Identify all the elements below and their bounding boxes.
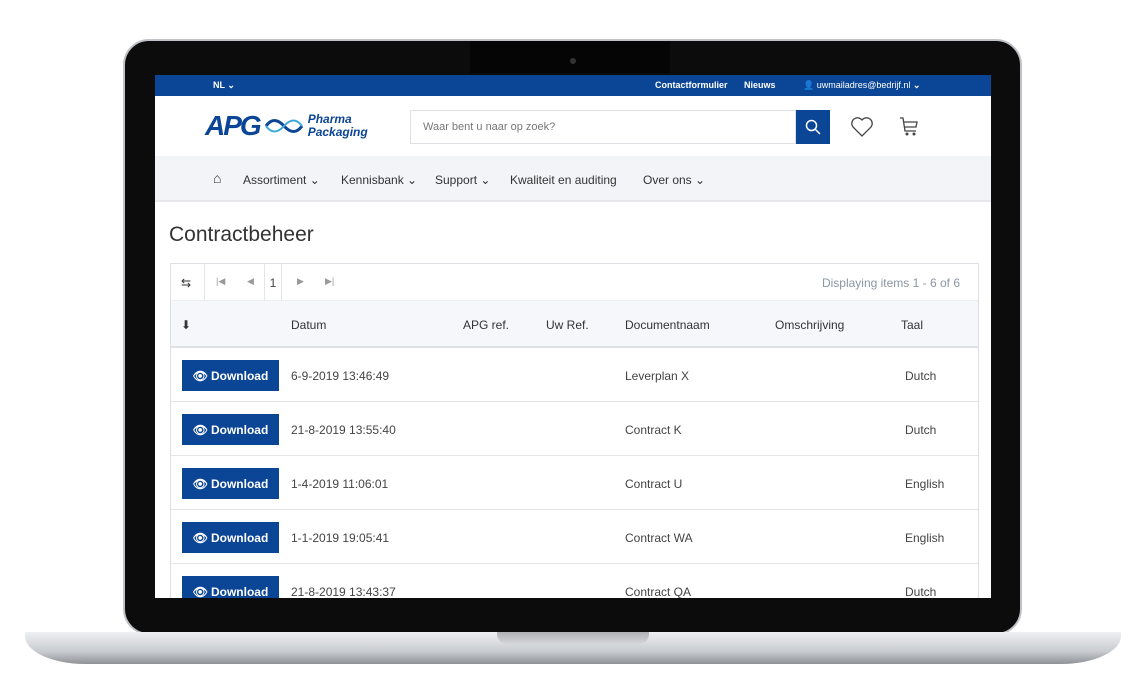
laptop-base-notch <box>497 632 649 644</box>
nav-item-kennisbank[interactable]: Kennisbank ⌄ <box>341 173 418 187</box>
col-documentnaam[interactable]: Documentnaam <box>625 318 710 332</box>
cell-taal: English <box>905 477 945 491</box>
contact-link[interactable]: Contactformulier <box>655 80 728 90</box>
nav-label: Over ons <box>643 173 692 187</box>
nav-item-assortiment[interactable]: Assortiment ⌄ <box>243 173 320 187</box>
header: APG Pharma Packaging Waar bent u naar op … <box>155 96 991 156</box>
download-button[interactable]: 👁 Download <box>182 468 279 499</box>
col-taal[interactable]: Taal <box>901 318 924 332</box>
cell-taal: Dutch <box>905 585 937 598</box>
next-page-icon[interactable]: ▶ <box>297 276 304 286</box>
eye-icon: 👁 <box>192 476 208 491</box>
download-label: Download <box>210 368 269 383</box>
cell-taal: Dutch <box>905 369 937 383</box>
cell-taal: English <box>905 531 945 545</box>
camera-icon <box>570 58 576 64</box>
eye-icon: 👁 <box>192 584 208 599</box>
logo-sub1: Pharma <box>307 112 352 126</box>
first-page-icon[interactable]: |◀ <box>216 276 226 286</box>
pager-divider <box>204 264 205 301</box>
nav-label: Assortiment <box>243 173 307 187</box>
top-bar: NL ⌄ Contactformulier Nieuws 👤 uwmailadr… <box>155 75 991 96</box>
nav-label: Support <box>435 173 478 187</box>
contracts-grid: ⇆ |◀ ◀ 1 ▶ ▶| Displaying items 1 - 6 of … <box>170 263 979 598</box>
search-button[interactable] <box>796 110 830 144</box>
logo-sub2: Packaging <box>307 125 368 139</box>
table-row: 👁 Download 21-8-2019 13:43:37 Contract QA… <box>171 564 978 598</box>
prev-page-icon[interactable]: ◀ <box>247 276 254 286</box>
cell-documentnaam: Contract K <box>625 423 682 437</box>
eye-icon: 👁 <box>192 422 208 437</box>
grid-header: ⬇ Datum APG ref. Uw Ref. Documentnaam Om… <box>171 301 978 348</box>
pager-status: Displaying items 1 - 6 of 6 <box>821 276 960 290</box>
language-selector[interactable]: NL ⌄ <box>213 80 235 90</box>
cell-datum: 21-8-2019 13:55:40 <box>291 423 396 437</box>
nav-label: Kennisbank <box>341 173 404 187</box>
main-nav: ⌂ Assortiment ⌄ Kennisbank ⌄ Support ⌄ K… <box>155 156 991 202</box>
search-input[interactable]: Waar bent u naar op zoek? <box>410 110 796 144</box>
download-label: Download <box>210 584 269 599</box>
cell-documentnaam: Contract QA <box>625 585 692 598</box>
grid-body: 👁 Download 6-9-2019 13:46:49 Leverplan X … <box>171 348 978 598</box>
table-row: 👁 Download 1-4-2019 11:06:01 Contract U E… <box>171 456 978 510</box>
col-apg-ref[interactable]: APG ref. <box>463 318 510 332</box>
cell-taal: Dutch <box>905 423 937 437</box>
eye-icon: 👁 <box>192 368 208 383</box>
page-number[interactable]: 1 <box>264 264 282 301</box>
grid-pager: ⇆ |◀ ◀ 1 ▶ ▶| Displaying items 1 - 6 of … <box>171 264 978 301</box>
nav-item-kwaliteit[interactable]: Kwaliteit en auditing <box>510 173 617 187</box>
refresh-icon[interactable]: ⇆ <box>181 276 192 290</box>
last-page-icon[interactable]: ▶| <box>325 276 335 286</box>
download-label: Download <box>210 530 269 545</box>
table-row: 👁 Download 1-1-2019 19:05:41 Contract WA … <box>171 510 978 564</box>
cell-datum: 21-8-2019 13:43:37 <box>291 585 396 598</box>
download-button[interactable]: 👁 Download <box>182 576 279 598</box>
nav-item-support[interactable]: Support ⌄ <box>435 173 491 187</box>
home-icon[interactable]: ⌂ <box>213 170 222 186</box>
language-label: NL <box>213 80 225 90</box>
browser-screen: NL ⌄ Contactformulier Nieuws 👤 uwmailadr… <box>155 75 991 598</box>
cell-datum: 6-9-2019 13:46:49 <box>291 369 390 383</box>
download-button[interactable]: 👁 Download <box>182 360 279 391</box>
col-omschrijving[interactable]: Omschrijving <box>775 318 845 332</box>
download-all-icon[interactable]: ⬇ <box>181 318 192 332</box>
news-link[interactable]: Nieuws <box>744 80 776 90</box>
cell-documentnaam: Contract WA <box>625 531 693 545</box>
page-title: Contractbeheer <box>169 223 314 246</box>
download-button[interactable]: 👁 Download <box>182 522 279 553</box>
user-email: uwmailadres@bedrijf.nl <box>816 80 911 90</box>
table-row: 👁 Download 6-9-2019 13:46:49 Leverplan X … <box>171 348 978 402</box>
laptop-notch <box>470 41 670 73</box>
table-row: 👁 Download 21-8-2019 13:55:40 Contract K … <box>171 402 978 456</box>
cart-icon[interactable] <box>899 116 919 138</box>
cell-datum: 1-1-2019 19:05:41 <box>291 531 390 545</box>
cell-documentnaam: Leverplan X <box>625 369 690 383</box>
dna-wave-icon <box>264 119 303 133</box>
download-button[interactable]: 👁 Download <box>182 414 279 445</box>
user-icon: 👤 <box>803 80 815 90</box>
col-uw-ref[interactable]: Uw Ref. <box>546 318 589 332</box>
heart-icon[interactable] <box>850 116 874 138</box>
download-label: Download <box>210 422 269 437</box>
col-datum[interactable]: Datum <box>291 318 327 332</box>
eye-icon: 👁 <box>192 530 208 545</box>
cell-datum: 1-4-2019 11:06:01 <box>291 477 389 491</box>
nav-item-over-ons[interactable]: Over ons ⌄ <box>643 173 706 187</box>
search-icon <box>805 119 821 135</box>
logo-text: APG <box>205 110 262 141</box>
cell-documentnaam: Contract U <box>625 477 683 491</box>
logo[interactable]: APG Pharma Packaging <box>205 110 368 142</box>
download-label: Download <box>210 476 269 491</box>
user-menu[interactable]: 👤 uwmailadres@bedrijf.nl ⌄ <box>803 80 921 90</box>
